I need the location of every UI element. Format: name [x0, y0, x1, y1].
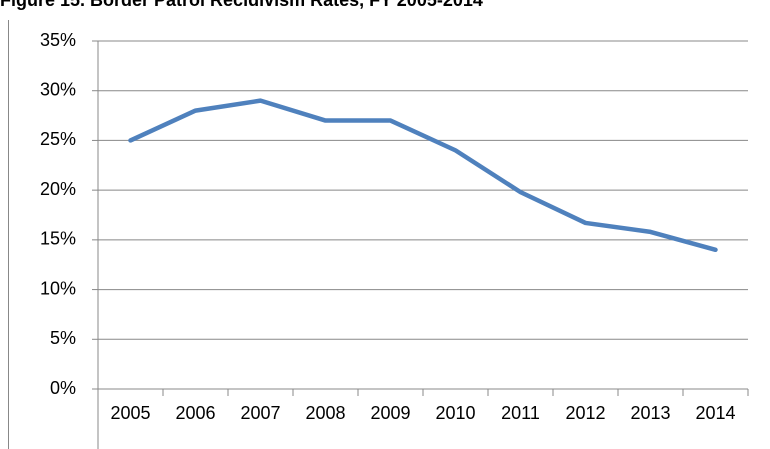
x-tick-label: 2007: [240, 403, 280, 423]
x-tick-label: 2006: [175, 403, 215, 423]
x-tick-label: 2009: [370, 403, 410, 423]
x-tick-label: 2013: [630, 403, 670, 423]
y-tick-label: 35%: [40, 30, 76, 50]
y-tick-label: 15%: [40, 229, 76, 249]
y-tick-label: 0%: [50, 378, 76, 398]
y-tick-label: 30%: [40, 79, 76, 99]
x-tick-label: 2011: [501, 403, 540, 423]
y-tick-label: 20%: [40, 179, 76, 199]
x-tick-label: 2012: [565, 403, 605, 423]
y-tick-label: 10%: [40, 278, 76, 298]
data-line: [128, 98, 718, 253]
y-tick-label: 25%: [40, 129, 76, 149]
x-tick-label: 2008: [305, 403, 345, 423]
x-tick-label: 2010: [435, 403, 475, 423]
y-tick-label: 5%: [50, 328, 76, 348]
x-tick-label: 2005: [110, 403, 150, 423]
chart-title: Figure 15. Border Patrol Recidivism Rate…: [0, 0, 483, 10]
x-tick-label: 2014: [695, 403, 735, 423]
